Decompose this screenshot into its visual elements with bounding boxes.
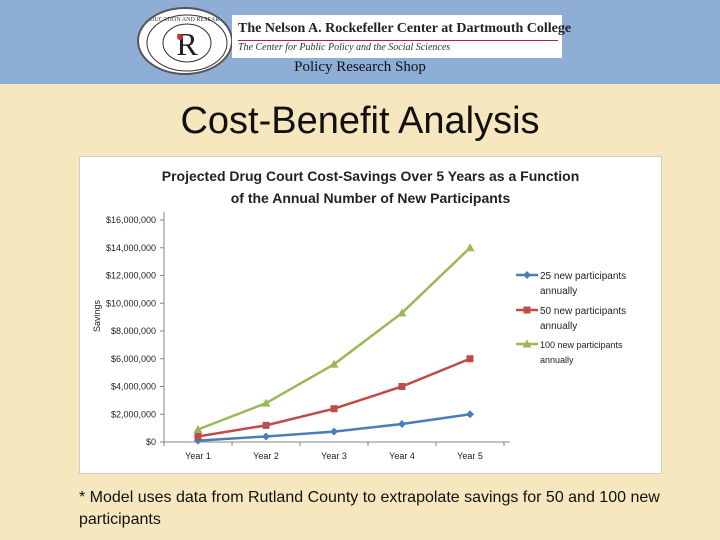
- series-line-2: [197, 357, 471, 438]
- legend-marker-3: [522, 339, 532, 348]
- legend-marker-2: [523, 306, 531, 314]
- svg-text:EDUCATION AND RESEARCH: EDUCATION AND RESEARCH: [146, 17, 228, 23]
- data-point-s2: [262, 421, 270, 429]
- y-axis-title: Savings: [92, 299, 102, 332]
- org-divider: [238, 40, 558, 41]
- org-subtitle: The Center for Public Policy and the Soc…: [238, 42, 451, 53]
- legend-marker-1: [523, 271, 531, 279]
- y-tick-label: $2,000,000: [111, 409, 156, 419]
- data-point-s3: [329, 359, 339, 368]
- data-point-s1: [398, 419, 406, 428]
- y-tick-label: $0: [146, 437, 156, 447]
- y-tick-label: $14,000,000: [106, 243, 156, 253]
- data-point-s1: [466, 410, 474, 419]
- data-point-s3: [397, 308, 407, 317]
- data-point-s2: [466, 355, 474, 363]
- x-tick-label: Year 4: [389, 451, 415, 461]
- data-point-s3: [465, 243, 475, 252]
- legend-label-2: annually: [540, 321, 577, 332]
- unit-name: Policy Research Shop: [294, 59, 426, 75]
- x-tick-label: Year 5: [457, 451, 483, 461]
- y-tick-label: $4,000,000: [111, 382, 156, 392]
- footnote: * Model uses data from Rutland County to…: [79, 489, 660, 528]
- chart-area: [79, 156, 662, 474]
- data-point-s3: [193, 425, 203, 434]
- legend-label-1: annually: [540, 286, 577, 297]
- x-tick-label: Year 3: [321, 451, 347, 461]
- org-name: The Nelson A. Rockefeller Center at Dart…: [238, 21, 572, 36]
- chart-title-line-1: Projected Drug Court Cost-Savings Over 5…: [161, 168, 580, 184]
- y-tick-label: $16,000,000: [106, 215, 156, 225]
- legend-label-1: 25 new participants: [540, 271, 626, 282]
- x-tick-label: Year 2: [253, 451, 279, 461]
- data-point-s3: [261, 398, 271, 407]
- chart-title-line-2: of the Annual Number of New Participants: [230, 190, 511, 206]
- data-point-s2: [194, 432, 202, 440]
- series-line-1: [197, 413, 471, 442]
- chart-title: Projected Drug Court Cost-Savings Over 5…: [79, 165, 662, 209]
- data-point-s1: [330, 427, 338, 436]
- legend-label-3: 100 new participants: [540, 340, 623, 350]
- rockefeller-seal-logo: EDUCATION AND RESEARCH R: [137, 7, 233, 75]
- data-point-s2: [330, 405, 338, 413]
- legend-label-3: annually: [540, 355, 574, 365]
- y-tick-label: $12,000,000: [106, 271, 156, 281]
- series-line-3: [197, 246, 471, 431]
- x-tick-label: Year 1: [185, 451, 211, 461]
- legend-label-2: 50 new participants: [540, 306, 626, 317]
- y-tick-label: $10,000,000: [106, 298, 156, 308]
- org-banner: [232, 15, 562, 58]
- data-point-s2: [398, 383, 406, 390]
- y-tick-label: $6,000,000: [111, 354, 156, 364]
- y-tick-label: $8,000,000: [111, 326, 156, 336]
- slide-title: Cost-Benefit Analysis: [180, 100, 540, 142]
- data-point-s1: [262, 432, 270, 441]
